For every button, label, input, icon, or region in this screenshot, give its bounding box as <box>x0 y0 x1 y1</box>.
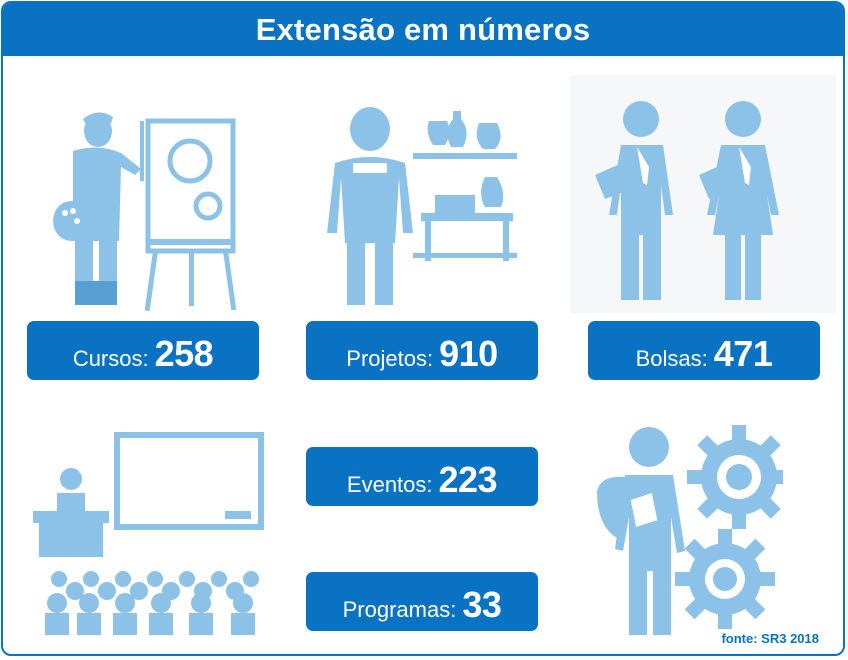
cursos-value: 258 <box>154 333 214 374</box>
painter-icon <box>53 112 237 311</box>
page-title: Extensão em números <box>3 3 843 56</box>
students-icon <box>595 101 779 300</box>
cursos-label: Cursos: <box>72 346 149 371</box>
eventos-value: 223 <box>438 459 498 500</box>
cursos-stat: Cursos: 258 <box>27 321 259 380</box>
potter-icon <box>327 107 517 305</box>
programas-stat: Programas: 33 <box>306 572 538 631</box>
programas-value: 33 <box>462 584 502 625</box>
eventos-stat: Eventos: 223 <box>306 447 538 506</box>
eventos-label: Eventos: <box>346 472 433 497</box>
bolsas-label: Bolsas: <box>635 346 708 371</box>
projetos-stat: Projetos: 910 <box>306 321 538 380</box>
student-gears-icon <box>597 425 783 635</box>
projetos-value: 910 <box>439 333 498 374</box>
bolsas-value: 471 <box>713 333 773 374</box>
teacher-class-icon <box>33 432 264 635</box>
bolsas-stat: Bolsas: 471 <box>588 321 820 380</box>
projetos-label: Projetos: <box>346 346 434 371</box>
programas-label: Programas: <box>342 597 457 622</box>
source-note: fonte: SR3 2018 <box>721 631 819 646</box>
